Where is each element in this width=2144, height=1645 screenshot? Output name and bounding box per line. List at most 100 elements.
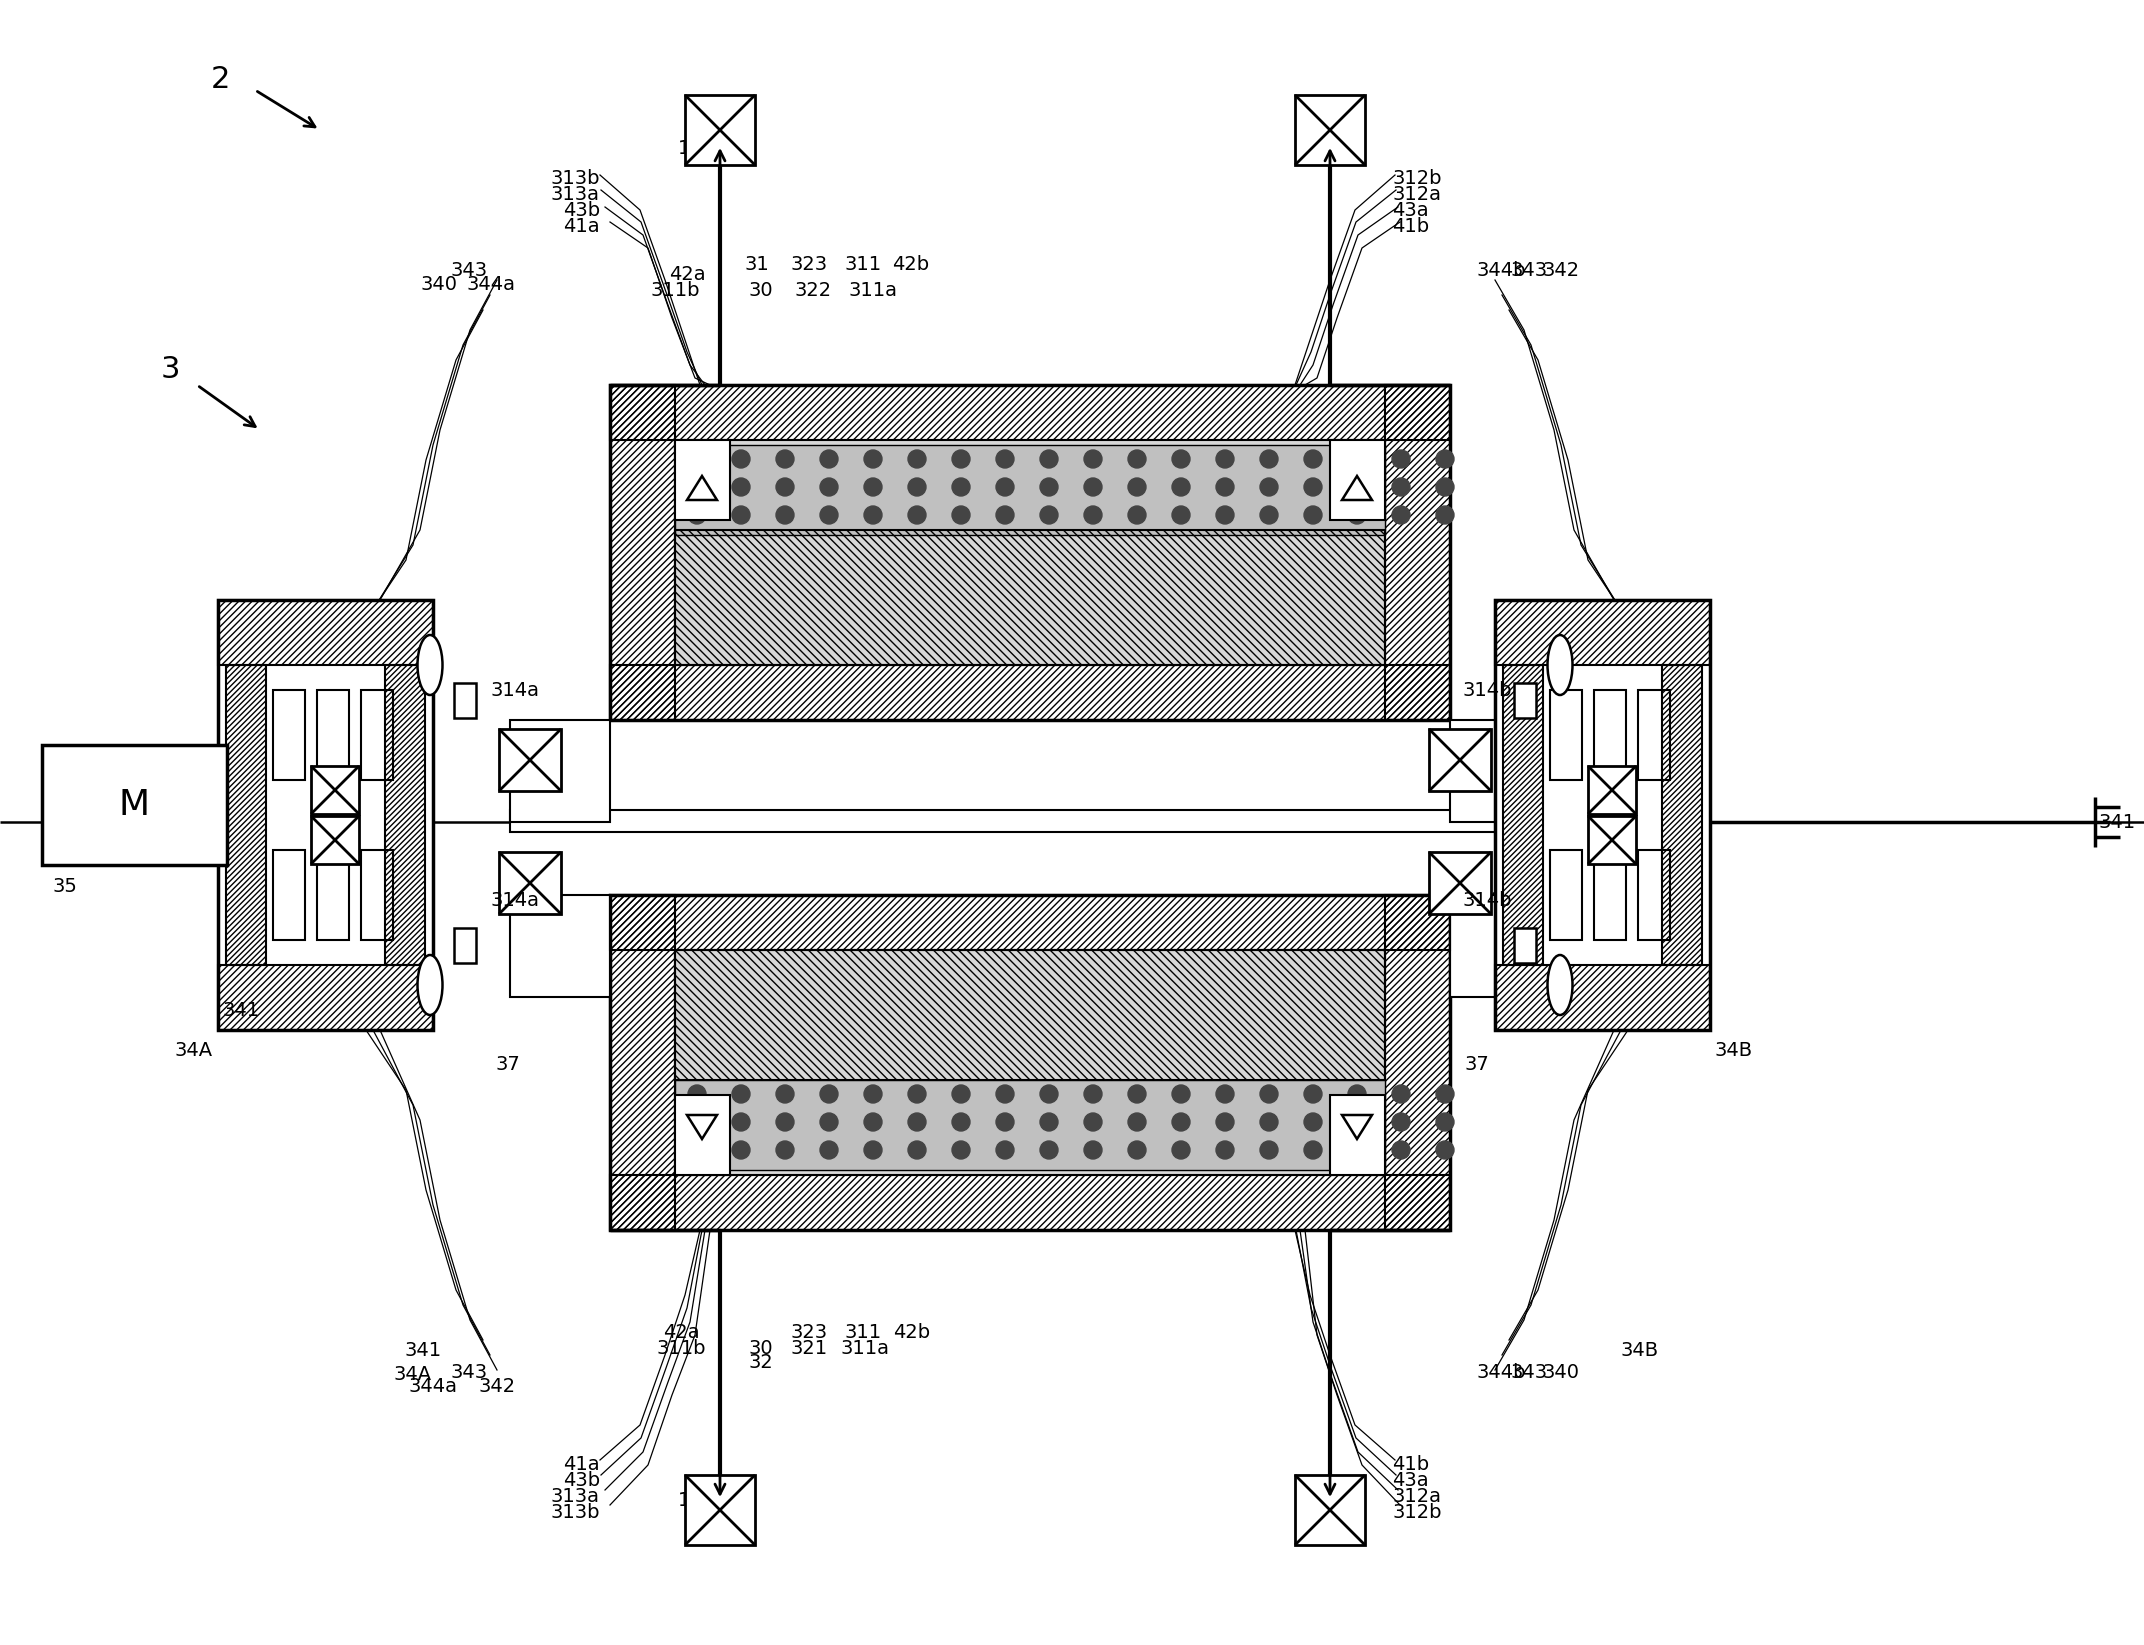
Circle shape [864,507,881,525]
Text: 5: 5 [716,138,729,158]
Circle shape [1085,507,1102,525]
Circle shape [1216,479,1235,497]
Bar [1550,689,1582,780]
Circle shape [731,507,750,525]
Text: 322: 322 [795,281,832,299]
Text: 5: 5 [716,1490,729,1510]
Bar [500,852,562,915]
Circle shape [1391,451,1411,467]
Text: 41b: 41b [1391,217,1430,235]
Bar [1589,767,1636,814]
Circle shape [952,451,969,467]
Text: 41b: 41b [1391,1456,1430,1474]
Text: 314b: 314b [1462,890,1512,910]
Bar [611,665,1449,721]
Circle shape [1040,1086,1057,1104]
Circle shape [1085,1114,1102,1132]
Bar [1385,385,1449,721]
Text: 311b: 311b [650,281,699,299]
Bar [611,1175,1449,1230]
Text: 312a: 312a [1391,184,1441,204]
Text: 341: 341 [2099,813,2135,831]
Bar [1593,689,1625,780]
Circle shape [819,1114,838,1132]
Text: 31: 31 [744,255,770,275]
Bar [510,721,611,822]
Bar [500,729,562,791]
Circle shape [1128,1142,1147,1160]
Polygon shape [686,1115,716,1138]
Text: 34A: 34A [176,1041,212,1059]
Circle shape [1436,479,1454,497]
Circle shape [688,1114,705,1132]
Circle shape [864,479,881,497]
Bar [684,95,755,164]
Circle shape [1304,1086,1323,1104]
Text: 312b: 312b [1391,168,1441,188]
Circle shape [909,1086,926,1104]
Circle shape [1216,451,1235,467]
Bar [219,600,433,665]
Text: 323: 323 [789,255,828,275]
Text: 35: 35 [51,877,77,897]
Circle shape [1085,1086,1102,1104]
Text: 313a: 313a [551,184,600,204]
Bar [611,385,1449,439]
Circle shape [1128,1114,1147,1132]
Bar [1662,665,1702,966]
Text: 13: 13 [1323,138,1346,158]
Circle shape [776,451,793,467]
Circle shape [1216,1114,1235,1132]
Circle shape [1173,1086,1190,1104]
Text: 344b: 344b [1475,1362,1527,1382]
Circle shape [1216,507,1235,525]
Circle shape [864,1086,881,1104]
Bar [386,665,425,966]
Circle shape [1085,451,1102,467]
Bar [611,385,1449,721]
Circle shape [1128,451,1147,467]
Bar [360,850,392,939]
Text: 344a: 344a [467,275,517,294]
Circle shape [1128,507,1147,525]
Circle shape [909,479,926,497]
Bar [611,895,1449,1230]
Text: 344a: 344a [407,1377,457,1395]
Circle shape [1391,1142,1411,1160]
Circle shape [1304,1114,1323,1132]
Text: 314a: 314a [491,890,540,910]
Text: 312a: 312a [1391,1487,1441,1505]
Bar [1638,689,1670,780]
Text: 42a: 42a [662,1324,699,1342]
Text: 311a: 311a [840,1339,890,1357]
Bar [1494,600,1711,665]
Circle shape [1173,507,1190,525]
Circle shape [1216,1142,1235,1160]
Bar [611,895,1449,951]
Circle shape [1216,1086,1235,1104]
Text: 12: 12 [678,1490,703,1510]
Text: 13: 13 [1323,1490,1346,1510]
Circle shape [997,479,1014,497]
Text: 311: 311 [845,1324,881,1342]
Circle shape [776,1142,793,1160]
Ellipse shape [418,956,442,1015]
Text: 312b: 312b [1391,1502,1441,1522]
Circle shape [1040,451,1057,467]
Text: M: M [118,788,150,822]
Text: 340: 340 [1542,1362,1578,1382]
Bar [510,809,1550,832]
Bar [1494,600,1711,1030]
Text: 43b: 43b [564,201,600,219]
Circle shape [952,1086,969,1104]
Bar [317,850,349,939]
Text: 313a: 313a [551,1487,600,1505]
Circle shape [776,1086,793,1104]
Bar [1514,928,1535,962]
Bar [317,689,349,780]
Text: 343: 343 [1509,262,1548,281]
Ellipse shape [1548,635,1572,694]
Text: 313b: 313b [551,168,600,188]
Circle shape [1391,507,1411,525]
Circle shape [1261,479,1278,497]
